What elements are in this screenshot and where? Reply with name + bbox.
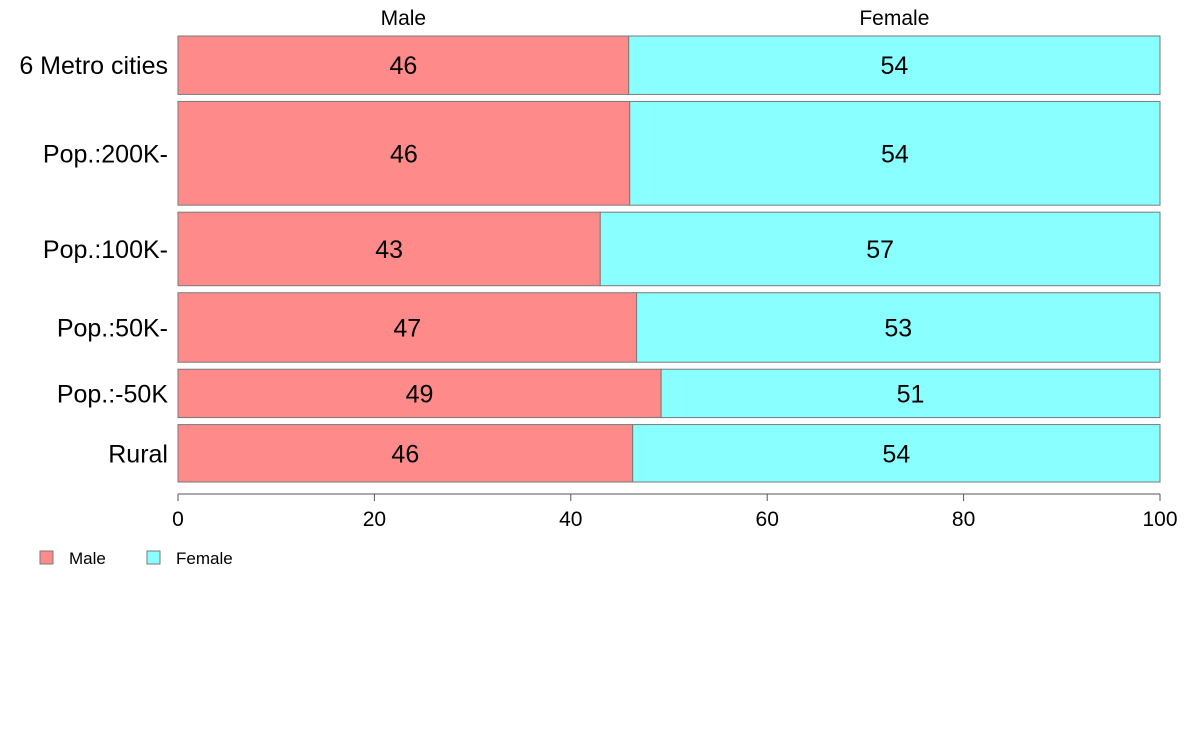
- data-label: 49: [406, 380, 434, 408]
- bar-row: Pop.:50K- 47 53: [57, 292, 1161, 363]
- bar-segment-female: [660, 368, 1161, 419]
- data-label: 54: [882, 440, 910, 468]
- data-label: 47: [393, 314, 421, 342]
- column-header: Male: [381, 7, 427, 30]
- data-label: 54: [881, 140, 909, 168]
- data-label: 46: [390, 140, 418, 168]
- column-header: Female: [859, 7, 929, 30]
- x-tick-label: 0: [172, 508, 184, 531]
- bar-segment-female: [599, 211, 1161, 287]
- bar-segment-female: [636, 292, 1161, 363]
- data-label: 51: [897, 380, 925, 408]
- category-label: 6 Metro cities: [19, 52, 168, 80]
- bar-segment-female: [628, 35, 1161, 95]
- x-tick-label: 40: [559, 508, 582, 531]
- data-label: 53: [884, 314, 912, 342]
- legend-swatch-female: [146, 550, 161, 565]
- bar-row: Pop.:100K- 43 57: [43, 211, 1161, 287]
- data-label: 54: [880, 52, 908, 80]
- bar-row: Pop.:-50K 49 51: [57, 368, 1161, 419]
- category-label: Pop.:-50K: [57, 380, 169, 408]
- bar-segment-female: [629, 100, 1161, 206]
- x-axis: 0 20 40 60 80 100: [172, 493, 1178, 531]
- legend: Male Female: [39, 549, 233, 568]
- column-header-group: Male Female: [381, 7, 930, 30]
- x-tick-label: 20: [363, 508, 386, 531]
- legend-label: Male: [69, 549, 106, 568]
- bar-segment-male: [177, 368, 662, 419]
- category-label: Pop.:200K-: [43, 140, 168, 168]
- data-label: 57: [866, 236, 894, 264]
- category-label: Pop.:50K-: [57, 314, 168, 342]
- bar-segment-female: [632, 424, 1161, 483]
- bar-row: 6 Metro cities 46 54: [19, 35, 1161, 95]
- legend-label: Female: [176, 549, 233, 568]
- data-label: 46: [391, 440, 419, 468]
- data-label: 46: [389, 52, 417, 80]
- category-label: Rural: [108, 440, 168, 468]
- bar-segment-male: [177, 100, 631, 206]
- bar-segment-male: [177, 35, 630, 95]
- x-tick-label: 80: [952, 508, 975, 531]
- bar-row: Rural 46 54: [108, 424, 1161, 483]
- bar-segment-male: [177, 292, 638, 363]
- x-tick-label: 60: [756, 508, 779, 531]
- bar-row: Pop.:200K- 46 54: [43, 100, 1161, 206]
- category-label: Pop.:100K-: [43, 236, 168, 264]
- data-label: 43: [375, 236, 403, 264]
- legend-swatch-male: [39, 550, 54, 565]
- bar-rows: 6 Metro cities 46 54 Pop.:200K- 46 54 Pop.:100…: [19, 35, 1161, 483]
- bar-segment-male: [177, 211, 601, 287]
- x-tick-label: 100: [1142, 508, 1177, 531]
